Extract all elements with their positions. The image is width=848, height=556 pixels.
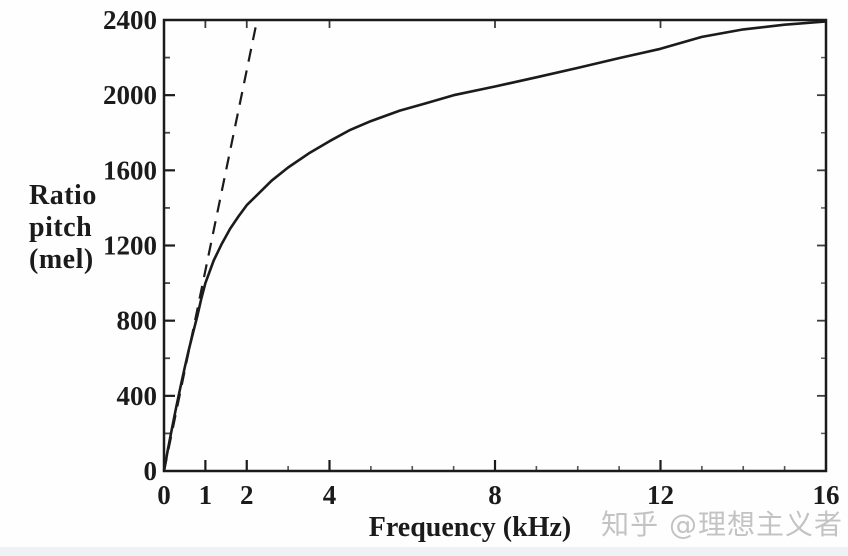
y-tick-label: 1600 <box>103 155 157 185</box>
x-tick-label: 1 <box>199 480 213 510</box>
bottom-strip <box>0 547 848 556</box>
y-tick-label: 0 <box>144 456 158 486</box>
x-tick-label: 12 <box>647 480 674 510</box>
y-tick-label: 2400 <box>103 5 157 35</box>
x-axis-title: Frequency (kHz) <box>368 512 572 543</box>
x-tick-label: 8 <box>488 480 502 510</box>
y-tick-label: 400 <box>117 381 158 411</box>
x-tick-label: 0 <box>157 480 171 510</box>
y-tick-label: 2000 <box>103 80 157 110</box>
watermark: 知乎 @理想主义者 <box>601 508 843 541</box>
x-tick-label: 2 <box>240 480 254 510</box>
y-tick-label: 1200 <box>103 231 157 261</box>
x-tick-label: 16 <box>813 480 840 510</box>
y-tick-label: 800 <box>117 306 158 336</box>
y-axis-title-line3: (mel) <box>29 244 94 275</box>
y-axis-title-line2: pitch <box>29 212 93 243</box>
mel-scale-curve-line <box>162 20 827 472</box>
x-tick-label: 4 <box>323 480 337 510</box>
y-axis-title: Ratio pitch (mel) <box>29 180 97 276</box>
y-axis-title-line1: Ratio <box>29 180 97 211</box>
